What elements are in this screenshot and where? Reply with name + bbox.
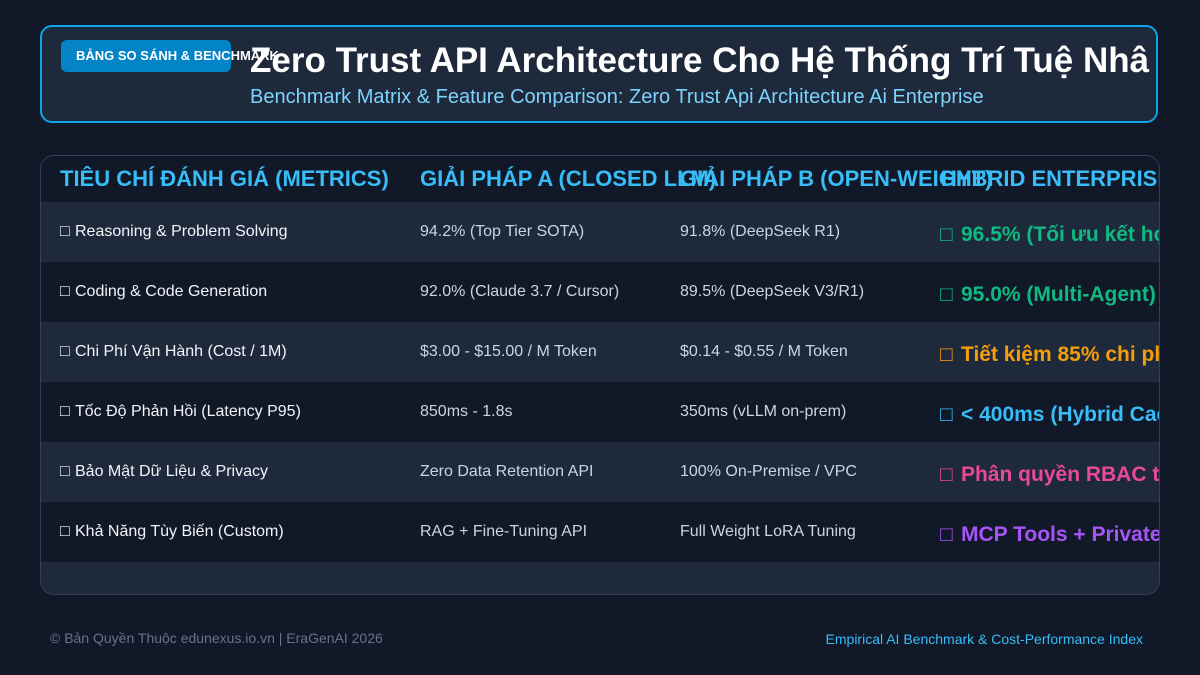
table-row: □ Tốc Độ Phản Hồi (Latency P95) 850ms - 1.…: [41, 382, 1159, 442]
metric-cell-text: Chi Phí Vận Hành (Cost / 1M): [75, 343, 287, 360]
metric-cell-text: Tốc Độ Phản Hồi (Latency P95): [75, 403, 301, 420]
solution-a-cell-text: Zero Data Retention API: [420, 463, 594, 480]
solution-a-cell: $3.00 - $15.00 / M Token: [420, 322, 597, 382]
hybrid-cell: □ MCP Tools + Private RAG: [940, 505, 1160, 565]
hybrid-cell: □ Tiết kiệm 85% chi phí: [940, 325, 1160, 385]
metric-cell-text: Reasoning & Problem Solving: [75, 223, 288, 240]
solution-b-cell-text: Full Weight LoRA Tuning: [680, 523, 856, 540]
metric-cell: □ Tốc Độ Phản Hồi (Latency P95): [60, 382, 301, 442]
solution-b-cell-text: $0.14 - $0.55 / M Token: [680, 343, 848, 360]
placeholder-icon: □: [940, 223, 953, 246]
metric-cell-text: Bảo Mật Dữ Liệu & Privacy: [75, 463, 269, 480]
placeholder-icon: □: [940, 343, 953, 366]
placeholder-icon: □: [940, 523, 953, 546]
solution-a-cell-text: RAG + Fine-Tuning API: [420, 523, 588, 540]
metric-cell: □ Reasoning & Problem Solving: [60, 202, 288, 262]
solution-a-cell: RAG + Fine-Tuning API: [420, 502, 587, 562]
placeholder-icon: □: [60, 343, 70, 360]
hybrid-cell-text: Tiết kiệm 85% chi phí: [961, 343, 1160, 366]
hybrid-cell-text: 95.0% (Multi-Agent): [961, 283, 1156, 306]
table-row: □ Bảo Mật Dữ Liệu & Privacy Zero Data Rete…: [41, 442, 1159, 502]
solution-a-cell-text: 94.2% (Top Tier SOTA): [420, 223, 585, 240]
placeholder-icon: □: [940, 403, 953, 426]
solution-b-cell: 100% On-Premise / VPC: [680, 442, 857, 502]
solution-a-cell: 850ms - 1.8s: [420, 382, 512, 442]
category-badge: BẢNG SO SÁNH & BENCHMARK: [61, 40, 279, 72]
solution-b-cell-text: 89.5% (DeepSeek V3/R1): [680, 283, 865, 300]
solution-a-cell-text: 92.0% (Claude 3.7 / Cursor): [420, 283, 620, 300]
placeholder-icon: □: [60, 283, 70, 300]
solution-a-cell: Zero Data Retention API: [420, 442, 593, 502]
column-header-metrics: TIÊU CHÍ ĐÁNH GIÁ (METRICS): [60, 166, 389, 191]
metric-cell-text: Coding & Code Generation: [75, 283, 268, 300]
solution-a-cell-text: 850ms - 1.8s: [420, 403, 513, 420]
column-header-solution-b: GIẢI PHÁP B (OPEN-WEIGHT): [680, 166, 993, 191]
solution-b-cell: Full Weight LoRA Tuning: [680, 502, 856, 562]
table-row: □ Reasoning & Problem Solving 94.2% (Top T…: [41, 202, 1159, 262]
metric-cell: □ Khả Năng Tùy Biến (Custom): [60, 502, 284, 562]
metric-cell: □ Chi Phí Vận Hành (Cost / 1M): [60, 322, 287, 382]
hybrid-cell: □ 96.5% (Tối ưu kết hợp): [940, 205, 1159, 265]
solution-b-cell-text: 350ms (vLLM on-prem): [680, 403, 847, 420]
solution-b-cell: 89.5% (DeepSeek V3/R1): [680, 262, 864, 322]
page-title: Zero Trust API Architecture Cho Hệ Thống…: [250, 41, 1150, 80]
hybrid-cell: □ Phân quyền RBAC tuyệt đối: [940, 445, 1160, 505]
table-row: □ Khả Năng Tùy Biến (Custom) RAG + Fine-Tu…: [41, 502, 1159, 562]
column-header-hybrid: HYBRID ENTERPRISE STACK: [941, 166, 1160, 191]
solution-b-cell: 91.8% (DeepSeek R1): [680, 202, 840, 262]
hybrid-cell-text: < 400ms (Hybrid Cache): [961, 403, 1159, 426]
metric-cell: □ Coding & Code Generation: [60, 262, 267, 322]
comparison-table: TIÊU CHÍ ĐÁNH GIÁ (METRICS) GIẢI PHÁP A …: [40, 155, 1160, 595]
solution-a-cell: 94.2% (Top Tier SOTA): [420, 202, 584, 262]
metric-cell: □ Bảo Mật Dữ Liệu & Privacy: [60, 442, 268, 502]
hybrid-cell: □ < 400ms (Hybrid Cache): [940, 385, 1159, 445]
solution-a-cell: 92.0% (Claude 3.7 / Cursor): [420, 262, 619, 322]
solution-b-cell-text: 100% On-Premise / VPC: [680, 463, 857, 480]
hybrid-cell: □ 95.0% (Multi-Agent): [940, 265, 1156, 325]
hybrid-cell-text: 96.5% (Tối ưu kết hợp): [961, 223, 1159, 246]
metric-cell-text: Khả Năng Tùy Biến (Custom): [75, 523, 284, 540]
placeholder-icon: □: [60, 223, 70, 240]
table-row: □ Coding & Code Generation 92.0% (Claude 3…: [41, 262, 1159, 322]
hybrid-cell-text: Phân quyền RBAC tuyệt đối: [961, 463, 1160, 486]
placeholder-icon: □: [60, 403, 70, 420]
solution-b-cell: $0.14 - $0.55 / M Token: [680, 322, 848, 382]
solution-a-cell-text: $3.00 - $15.00 / M Token: [420, 343, 597, 360]
placeholder-icon: □: [940, 283, 953, 306]
solution-b-cell: 350ms (vLLM on-prem): [680, 382, 846, 442]
placeholder-icon: □: [60, 463, 70, 480]
footer-caption: Empirical AI Benchmark & Cost-Performanc…: [825, 631, 1143, 647]
page-subtitle: Benchmark Matrix & Feature Comparison: Z…: [250, 86, 984, 108]
table-header: TIÊU CHÍ ĐÁNH GIÁ (METRICS) GIẢI PHÁP A …: [41, 156, 1159, 202]
placeholder-icon: □: [940, 463, 953, 486]
column-header-solution-a: GIẢI PHÁP A (CLOSED LLM): [420, 166, 717, 191]
hybrid-cell-text: MCP Tools + Private RAG: [961, 523, 1160, 546]
copyright-text: © Bản Quyền Thuộc edunexus.io.vn | EraGe…: [50, 630, 383, 646]
table-row: □ Chi Phí Vận Hành (Cost / 1M) $3.00 - $15…: [41, 322, 1159, 382]
placeholder-icon: □: [60, 523, 70, 540]
header-card: BẢNG SO SÁNH & BENCHMARK Zero Trust API …: [40, 25, 1158, 123]
solution-b-cell-text: 91.8% (DeepSeek R1): [680, 223, 841, 240]
